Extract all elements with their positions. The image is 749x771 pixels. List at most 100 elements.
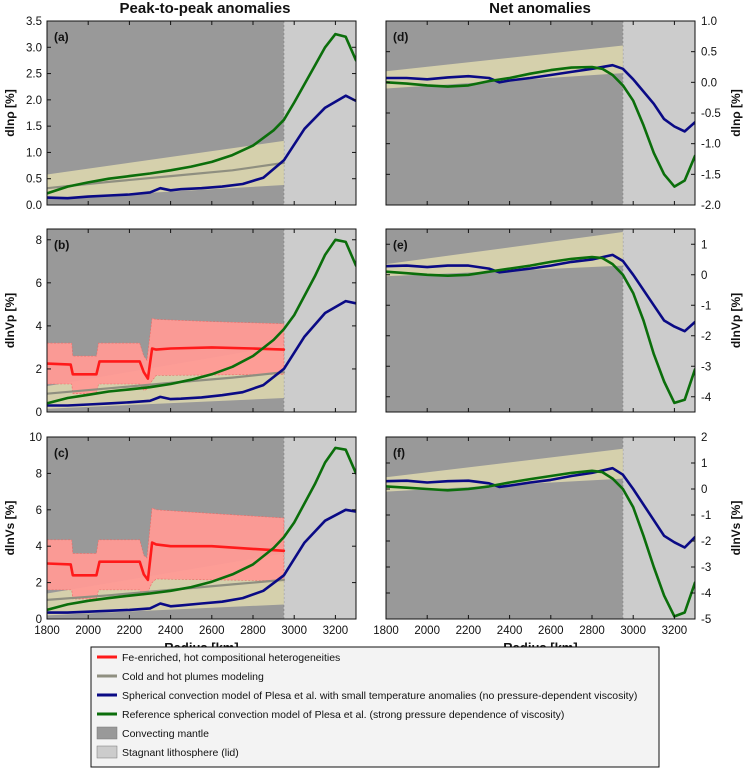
green-series-line xyxy=(386,65,695,188)
y-tick-label: -4 xyxy=(701,392,712,404)
plot-area xyxy=(386,45,695,188)
panel-e: -4 -3 -2 -1 0 1 dlnVp [%] (e) xyxy=(385,228,743,413)
legend-item: Cold and hot plumes modeling xyxy=(97,671,264,683)
panel-c: 024681018002000220024002600280030003200R… xyxy=(3,432,357,655)
x-tick-label: 2200 xyxy=(117,625,143,637)
y-tick-label: 0.0 xyxy=(26,200,42,212)
panels: 0.0 0.5 1.0 1.5 2.0 2.5 3.0 3.5 dlnρ [%] (a) 0 2 4 6 8… xyxy=(3,16,743,655)
y-tick-label: -0.5 xyxy=(701,108,721,120)
y-tick-label: -3 xyxy=(701,361,711,373)
gray-series-line xyxy=(47,161,285,190)
x-tick-label: 2600 xyxy=(199,625,225,637)
y-axis-label: dlnVs [%] xyxy=(729,501,743,556)
y-tick-label: 0.5 xyxy=(701,47,717,59)
y-tick-label: 8 xyxy=(36,468,42,480)
y-tick-label: 1 xyxy=(701,239,707,251)
legend-label: Fe-enriched, hot compositional heterogen… xyxy=(122,652,340,664)
panel-a: 0.0 0.5 1.0 1.5 2.0 2.5 3.0 3.5 dlnρ [%] (a) xyxy=(3,16,357,212)
y-axis-label: dlnVp [%] xyxy=(729,293,743,348)
legend-label: Stagnant lithosphere (lid) xyxy=(122,747,239,759)
x-tick-label: 2400 xyxy=(158,625,184,637)
panel-frame xyxy=(46,436,357,620)
y-tick-label: 0.5 xyxy=(26,174,42,186)
plot-area xyxy=(47,446,356,616)
panel-frame xyxy=(46,228,357,413)
legend: Fe-enriched, hot compositional heterogen… xyxy=(90,646,660,768)
y-tick-label: 6 xyxy=(36,278,42,290)
y-tick-label: -1.5 xyxy=(701,169,721,181)
left-column-title: Peak-to-peak anomalies xyxy=(120,0,291,17)
y-tick-label: 4 xyxy=(36,321,43,333)
y-tick-label: 1.0 xyxy=(26,147,42,159)
green-series-line xyxy=(386,469,695,618)
x-tick-label: 2000 xyxy=(75,625,101,637)
panel-b: 0 2 4 6 8 dlnVp [%] (b) xyxy=(3,228,357,419)
blue-series-line xyxy=(47,299,356,407)
y-axis-label: dlnρ [%] xyxy=(3,89,17,136)
y-tick-label: 1 xyxy=(701,458,707,470)
panel-letter: (b) xyxy=(54,238,69,252)
panel-frame xyxy=(46,20,357,206)
blue-series-line xyxy=(47,94,356,200)
x-tick-label: 2600 xyxy=(538,625,564,637)
panel-f: -5 -4 -3 -2 -1 0 1 2 1800 2000 2200 2400 2600 2800 300… xyxy=(373,432,743,655)
x-tick-label: 2200 xyxy=(456,625,482,637)
blue-series-line xyxy=(386,466,695,549)
legend-label: Cold and hot plumes modeling xyxy=(122,671,264,683)
y-tick-label: -3 xyxy=(701,562,711,574)
y-tick-label: 6 xyxy=(36,505,42,517)
y-tick-label: -2.0 xyxy=(701,200,721,212)
y-tick-label: 4 xyxy=(36,541,43,553)
legend-box xyxy=(90,646,660,768)
y-tick-label: -2 xyxy=(701,331,711,343)
x-tick-label: 2000 xyxy=(414,625,440,637)
panel-letter: (f) xyxy=(393,446,405,460)
legend-item: Fe-enriched, hot compositional heterogen… xyxy=(97,652,340,664)
green-series-line xyxy=(47,446,356,612)
y-tick-label: -1.0 xyxy=(701,139,721,151)
x-tick-label: 3200 xyxy=(323,625,349,637)
green-series-line xyxy=(386,255,695,405)
y-tick-label: 3.0 xyxy=(26,42,42,54)
plot-area xyxy=(386,232,695,405)
x-tick-label: 1800 xyxy=(373,625,399,637)
y-tick-label: 0 xyxy=(36,614,42,626)
legend-box-swatch xyxy=(96,745,118,759)
y-tick-label: -4 xyxy=(701,588,712,600)
y-tick-label: -5 xyxy=(701,614,711,626)
legend-box-swatch xyxy=(96,726,118,740)
y-tick-label: 0.0 xyxy=(701,77,717,89)
x-tick-label: 3200 xyxy=(662,625,688,637)
green-series-line xyxy=(47,32,356,195)
panel-letter: (e) xyxy=(393,238,408,252)
panel-frame xyxy=(385,436,696,620)
y-tick-label: 0 xyxy=(36,407,42,419)
convecting-mantle-region xyxy=(386,21,623,205)
green-series-line xyxy=(47,238,356,405)
y-axis-label: dlnVs [%] xyxy=(3,501,17,556)
blue-series-line xyxy=(47,508,356,614)
legend-item: Convecting mantle xyxy=(96,726,209,740)
y-tick-label: 1.0 xyxy=(701,16,717,28)
legend-label: Convecting mantle xyxy=(122,728,209,740)
panel-d: -2.0 -1.5 -1.0 -0.5 0.0 0.5 1.0 dlnρ [%] (d) xyxy=(385,16,743,212)
right-column-title: Net anomalies xyxy=(489,0,591,17)
panel-letter: (a) xyxy=(54,30,69,44)
stagnant-lid-region xyxy=(622,229,695,412)
x-tick-label: 2800 xyxy=(579,625,605,637)
panel-frame xyxy=(385,228,696,413)
legend-label: Spherical convection model of Plesa et a… xyxy=(122,690,637,702)
plot-area xyxy=(47,238,356,409)
y-tick-label: -2 xyxy=(701,536,711,548)
x-tick-label: 3000 xyxy=(620,625,646,637)
red-series-line xyxy=(47,346,286,380)
x-tick-label: 2400 xyxy=(497,625,523,637)
legend-item: Stagnant lithosphere (lid) xyxy=(96,745,239,759)
red-band xyxy=(47,317,285,395)
x-tick-label: 1800 xyxy=(34,625,60,637)
blue-series-line xyxy=(386,63,695,133)
y-tick-label: 0 xyxy=(701,484,707,496)
y-tick-label: -1 xyxy=(701,510,711,522)
panel-letter: (c) xyxy=(54,446,69,460)
